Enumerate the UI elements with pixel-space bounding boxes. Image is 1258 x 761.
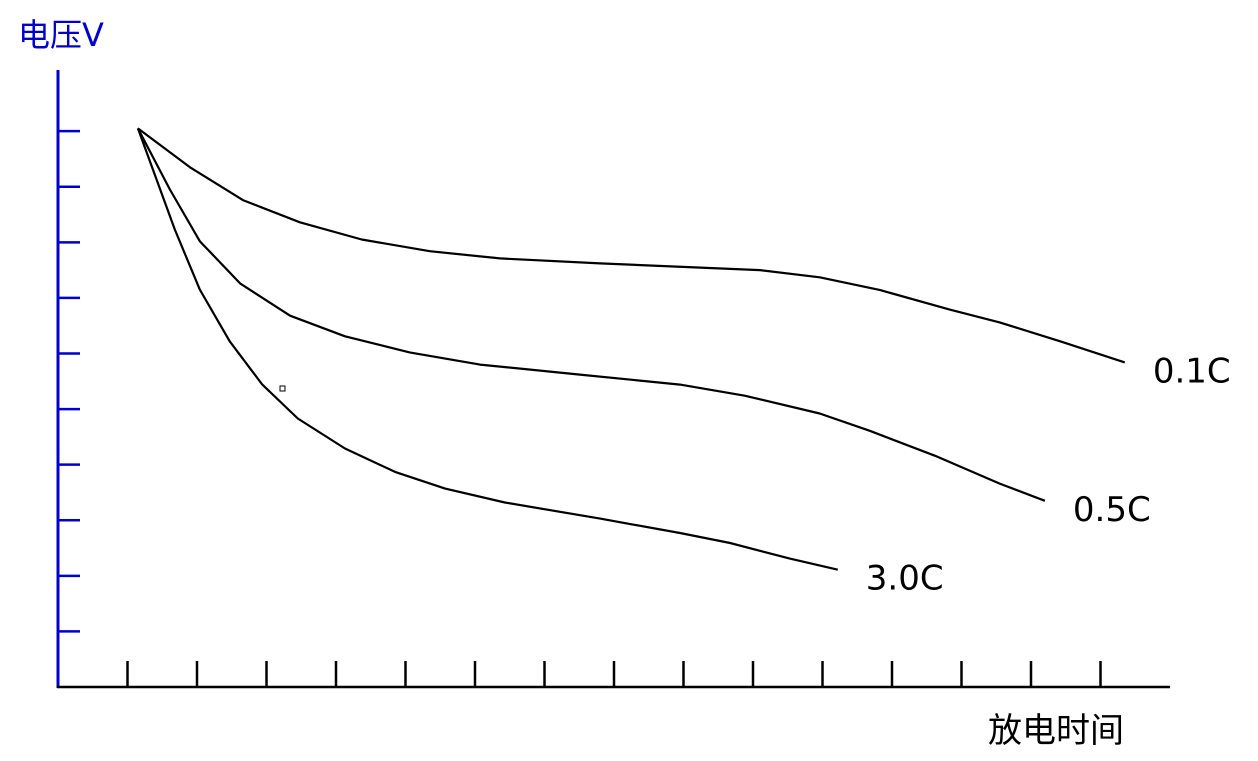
series-label: 0.5C: [1073, 490, 1151, 530]
series-line: [136, 127, 1046, 502]
series-line: [137, 127, 1126, 364]
series-label: 3.0C: [866, 559, 944, 599]
marker: [279, 385, 286, 392]
series-label: 0.1C: [1153, 351, 1231, 391]
x-axis-title: 放电时间: [988, 711, 1124, 751]
y-axis-title: 电压V: [18, 16, 104, 54]
series-line: [136, 128, 839, 571]
